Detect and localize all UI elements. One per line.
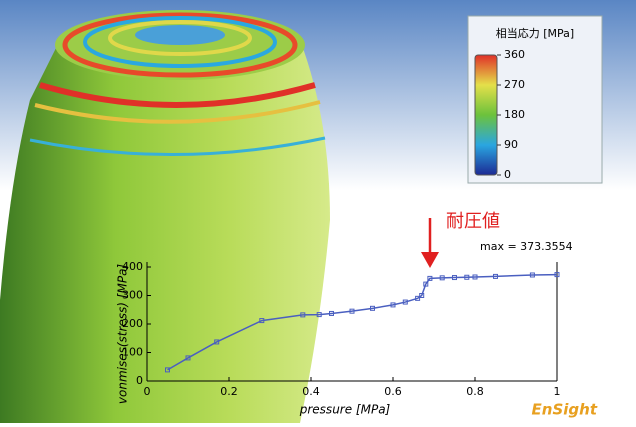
colorbar-tick-label: 90 [504,138,518,151]
colorbar-tick-label: 360 [504,48,525,61]
rendered-model [0,10,330,423]
colorbar: 相当応力 [MPa] 0 90 180 270 360 [468,16,602,183]
max-annotation: max = 373.3554 [480,240,573,253]
y-tick-label: 0 [136,374,143,387]
logo: EnSight [532,401,598,419]
colorbar-scale [475,55,497,175]
x-axis-label: pressure [MPa] [299,403,391,417]
pressure-annotation: 耐圧値 [446,211,500,232]
colorbar-title: 相当応力 [MPa] [496,26,574,40]
x-tick-label: 0.6 [384,385,402,398]
x-tick-label: 0.4 [302,385,320,398]
y-axis-label: vonmises(stress) [MPa] [116,264,130,405]
colorbar-tick-label: 270 [504,78,525,91]
colorbar-tick-label: 0 [504,168,511,181]
screen: 00.20.40.60.810100200300400pressure [MPa… [0,0,636,423]
x-tick-label: 1 [554,385,561,398]
x-tick-label: 0.8 [466,385,484,398]
x-tick-label: 0.2 [220,385,238,398]
x-tick-label: 0 [144,385,151,398]
colorbar-tick-label: 180 [504,108,525,121]
